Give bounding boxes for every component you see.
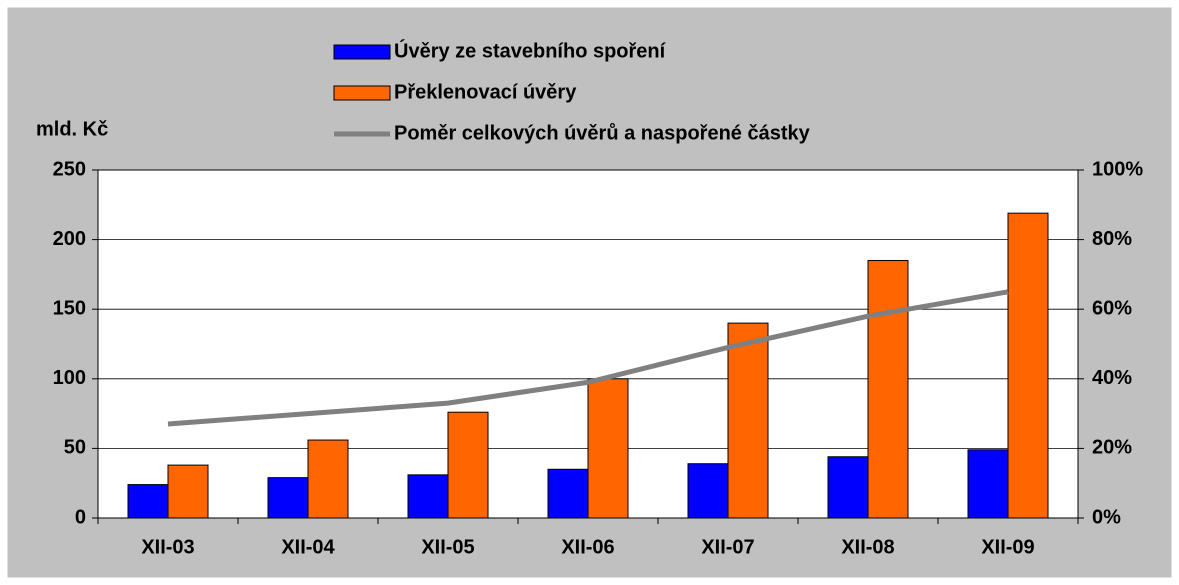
- bar: [127, 484, 169, 519]
- y-tick-label: 200: [53, 228, 86, 250]
- x-tick-label: XII-05: [421, 536, 474, 558]
- bar: [967, 449, 1009, 519]
- y2-tick-label: 20%: [1092, 437, 1132, 459]
- bar: [1007, 212, 1049, 519]
- y-tick-label: 250: [53, 158, 86, 180]
- y-tick-label: 150: [53, 297, 86, 319]
- bar: [827, 456, 869, 519]
- y2-tick-label: 60%: [1092, 297, 1132, 319]
- x-tick-label: XII-06: [561, 536, 614, 558]
- x-tick-label: XII-04: [281, 536, 335, 558]
- legend-label: Poměr celkových úvěrů a naspořené částky: [394, 122, 811, 144]
- x-tick-label: XII-08: [841, 536, 894, 558]
- line: [167, 289, 1009, 427]
- legend-swatch: [333, 44, 391, 60]
- y-axis-label: mld. Kč: [36, 118, 108, 140]
- y-tick-label: 50: [64, 437, 86, 459]
- y-tick-label: 0: [75, 506, 86, 528]
- y2-tick-label: 0%: [1092, 506, 1121, 528]
- y2-tick-label: 80%: [1092, 228, 1132, 250]
- bar: [587, 378, 629, 519]
- bar: [867, 259, 909, 519]
- bar: [447, 411, 489, 519]
- legend-label: Úvěry ze stavebního spoření: [394, 38, 667, 62]
- x-tick-label: XII-07: [701, 536, 754, 558]
- y2-tick-label: 100%: [1092, 158, 1143, 180]
- bar: [407, 474, 449, 519]
- bar: [547, 468, 589, 519]
- x-tick-label: XII-09: [981, 536, 1034, 558]
- x-tick-label: XII-03: [141, 536, 194, 558]
- y-tick-label: 100: [53, 367, 86, 389]
- bar: [267, 477, 309, 519]
- legend-label: Překlenovací úvěry: [394, 81, 577, 103]
- bar: [727, 322, 769, 519]
- bar: [167, 464, 209, 519]
- bar: [307, 439, 349, 519]
- bar: [687, 463, 729, 519]
- legend-swatch: [333, 85, 391, 101]
- y2-tick-label: 40%: [1092, 367, 1132, 389]
